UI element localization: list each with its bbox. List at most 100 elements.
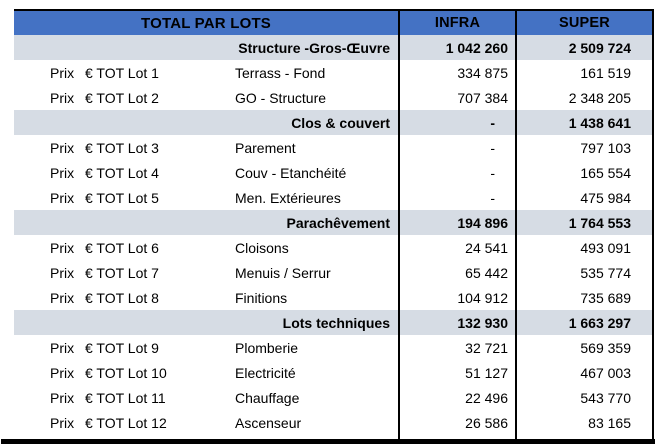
lot-infra-value: - <box>398 160 515 185</box>
lot-super-value: 83 165 <box>515 410 652 435</box>
lot-label-cell: Prix € TOT Lot 7 Menuis / Serrur <box>14 260 398 285</box>
lot-infra-value: 32 721 <box>398 335 515 360</box>
lot-infra-value: 24 541 <box>398 235 515 260</box>
lot-code: € TOT Lot 2 <box>85 89 159 106</box>
section-infra-value: 194 896 <box>398 210 515 235</box>
lot-infra-value: 104 912 <box>398 285 515 310</box>
lot-infra-value: 334 875 <box>398 60 515 85</box>
lot-code: € TOT Lot 9 <box>85 339 159 356</box>
lot-row: Prix € TOT Lot 11 Chauffage 22 496 543 7… <box>14 385 652 410</box>
lot-label-cell: Prix € TOT Lot 12 Ascenseur <box>14 410 398 435</box>
cost-table: TOTAL PAR LOTS INFRA SUPER Structure -Gr… <box>14 9 654 441</box>
lot-label-cell: Prix € TOT Lot 4 Couv - Etanchéité <box>14 160 398 185</box>
lot-infra-value: 707 384 <box>398 85 515 110</box>
lot-row: Prix € TOT Lot 5 Men. Extérieures - 475 … <box>14 185 652 210</box>
lot-infra-value: - <box>398 135 515 160</box>
lot-row: Prix € TOT Lot 10 Electricité 51 127 467… <box>14 360 652 385</box>
lot-description: Terrass - Fond <box>235 64 326 81</box>
lot-code: € TOT Lot 7 <box>85 264 159 281</box>
header-infra: INFRA <box>398 11 515 35</box>
lot-description: Cloisons <box>235 239 289 256</box>
lot-infra-value: 26 586 <box>398 410 515 435</box>
lot-label-cell: Prix € TOT Lot 1 Terrass - Fond <box>14 60 398 85</box>
lot-super-value: 535 774 <box>515 260 652 285</box>
section-row: Parachêvement 194 896 1 764 553 <box>14 210 652 235</box>
section-row: Clos & couvert - 1 438 641 <box>14 110 652 135</box>
lot-super-value: 797 103 <box>515 135 652 160</box>
lot-prefix: Prix <box>50 414 75 431</box>
lot-infra-value: 65 442 <box>398 260 515 285</box>
lot-super-value: 2 348 205 <box>515 85 652 110</box>
lot-infra-value: 51 127 <box>398 360 515 385</box>
section-super-value: 2 509 724 <box>515 35 652 60</box>
lot-description: Chauffage <box>235 389 300 406</box>
lot-description: Menuis / Serrur <box>235 264 331 281</box>
lot-description: Couv - Etanchéité <box>235 164 347 181</box>
section-infra-value: - <box>398 110 515 135</box>
lot-infra-value: 22 496 <box>398 385 515 410</box>
lot-super-value: 543 770 <box>515 385 652 410</box>
section-label: Lots techniques <box>14 310 398 335</box>
lot-super-value: 569 359 <box>515 335 652 360</box>
lot-prefix: Prix <box>50 64 75 81</box>
lot-row: Prix € TOT Lot 2 GO - Structure 707 384 … <box>14 85 652 110</box>
section-infra-value: 132 930 <box>398 310 515 335</box>
section-label: Structure -Gros-Œuvre <box>14 35 398 60</box>
lot-row: Prix € TOT Lot 8 Finitions 104 912 735 6… <box>14 285 652 310</box>
lot-super-value: 735 689 <box>515 285 652 310</box>
lot-row: Prix € TOT Lot 9 Plomberie 32 721 569 35… <box>14 335 652 360</box>
table-bottom-border <box>1 439 655 444</box>
section-row: Structure -Gros-Œuvre 1 042 260 2 509 72… <box>14 35 652 60</box>
lot-super-value: 467 003 <box>515 360 652 385</box>
lot-code: € TOT Lot 11 <box>85 389 166 406</box>
lot-row: Prix € TOT Lot 3 Parement - 797 103 <box>14 135 652 160</box>
lot-row: Prix € TOT Lot 6 Cloisons 24 541 493 091 <box>14 235 652 260</box>
lot-description: Finitions <box>235 289 288 306</box>
lot-row: Prix € TOT Lot 1 Terrass - Fond 334 875 … <box>14 60 652 85</box>
lot-infra-value: - <box>398 185 515 210</box>
section-super-value: 1 663 297 <box>515 310 652 335</box>
lot-label-cell: Prix € TOT Lot 3 Parement <box>14 135 398 160</box>
spacer-cell <box>398 435 515 441</box>
lot-prefix: Prix <box>50 364 75 381</box>
lot-label-cell: Prix € TOT Lot 2 GO - Structure <box>14 85 398 110</box>
lot-prefix: Prix <box>50 164 75 181</box>
section-label: Parachêvement <box>14 210 398 235</box>
lot-row: Prix € TOT Lot 4 Couv - Etanchéité - 165… <box>14 160 652 185</box>
lot-label-cell: Prix € TOT Lot 9 Plomberie <box>14 335 398 360</box>
lot-label-cell: Prix € TOT Lot 8 Finitions <box>14 285 398 310</box>
lot-code: € TOT Lot 12 <box>85 414 167 431</box>
lot-code: € TOT Lot 4 <box>85 164 159 181</box>
table-header-row: TOTAL PAR LOTS INFRA SUPER <box>14 11 652 35</box>
lot-prefix: Prix <box>50 289 75 306</box>
lot-prefix: Prix <box>50 264 75 281</box>
lot-code: € TOT Lot 6 <box>85 239 159 256</box>
header-total-par-lots: TOTAL PAR LOTS <box>14 11 398 35</box>
header-super: SUPER <box>515 11 652 35</box>
lot-description: Ascenseur <box>235 414 302 431</box>
lot-code: € TOT Lot 8 <box>85 289 159 306</box>
lot-description: Parement <box>235 139 296 156</box>
lot-label-cell: Prix € TOT Lot 11 Chauffage <box>14 385 398 410</box>
lot-description: Electricité <box>235 364 296 381</box>
lot-prefix: Prix <box>50 389 75 406</box>
lot-prefix: Prix <box>50 239 75 256</box>
lot-super-value: 165 554 <box>515 160 652 185</box>
table-body: Structure -Gros-Œuvre 1 042 260 2 509 72… <box>14 35 652 435</box>
lot-super-value: 475 984 <box>515 185 652 210</box>
section-super-value: 1 438 641 <box>515 110 652 135</box>
lot-description: Plomberie <box>235 339 299 356</box>
section-infra-value: 1 042 260 <box>398 35 515 60</box>
lot-description: Men. Extérieures <box>235 189 341 206</box>
lot-super-value: 161 519 <box>515 60 652 85</box>
lot-label-cell: Prix € TOT Lot 6 Cloisons <box>14 235 398 260</box>
lot-row: Prix € TOT Lot 12 Ascenseur 26 586 83 16… <box>14 410 652 435</box>
lot-code: € TOT Lot 5 <box>85 189 159 206</box>
lot-prefix: Prix <box>50 89 75 106</box>
spacer-cell <box>515 435 652 441</box>
lot-super-value: 493 091 <box>515 235 652 260</box>
lot-code: € TOT Lot 1 <box>85 64 159 81</box>
section-row: Lots techniques 132 930 1 663 297 <box>14 310 652 335</box>
lot-prefix: Prix <box>50 339 75 356</box>
